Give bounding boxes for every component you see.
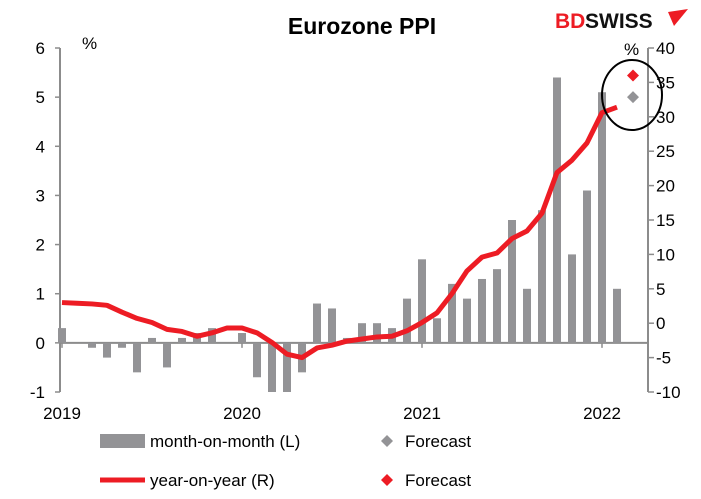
- right-tick-label: -10: [656, 383, 681, 402]
- mom-bar: [403, 298, 411, 343]
- mom-bar: [418, 259, 426, 343]
- mom-bar: [478, 278, 486, 343]
- mom-bar: [523, 288, 531, 343]
- x-tick-label: 2019: [43, 404, 81, 423]
- mom-bar: [598, 92, 606, 343]
- right-tick-label: 5: [656, 280, 665, 299]
- right-tick-label: 25: [656, 142, 675, 161]
- mom-bar: [358, 323, 366, 343]
- left-tick-label: 4: [36, 137, 45, 156]
- right-unit: %: [624, 40, 639, 59]
- mom-bar: [538, 210, 546, 343]
- mom-bar: [103, 342, 111, 358]
- mom-bar: [433, 318, 441, 343]
- mom-bar: [553, 77, 561, 343]
- left-tick-label: 2: [36, 236, 45, 255]
- legend-label-mom: month-on-month (L): [150, 432, 300, 451]
- yoy-line: [61, 104, 618, 361]
- mom-bar: [613, 288, 621, 343]
- mom-bar: [508, 220, 516, 343]
- right-tick-label: 10: [656, 245, 675, 264]
- left-unit: %: [82, 34, 97, 53]
- legend-forecast-grey-diamond-icon: [381, 435, 393, 447]
- yoy-forecast-diamond: [627, 69, 639, 82]
- left-tick-label: 3: [36, 186, 45, 205]
- x-tick-label: 2021: [403, 404, 441, 423]
- forecast-highlight-circle: [601, 59, 663, 131]
- mom-bar: [583, 190, 591, 343]
- logo-arrow-icon: [668, 9, 688, 26]
- legend-forecast-red-diamond-icon: [381, 474, 393, 486]
- logo-part-bd: BD: [555, 10, 585, 33]
- mom-bar: [178, 337, 186, 343]
- mom-bar: [448, 283, 456, 343]
- bdswiss-logo: BD SWISS: [555, 9, 688, 33]
- mom-bar: [568, 254, 576, 343]
- mom-bar: [148, 337, 156, 343]
- left-tick-label: 0: [36, 334, 45, 353]
- mom-bar: [118, 342, 126, 348]
- mom-bar: [163, 342, 171, 368]
- mom-bar: [238, 333, 246, 343]
- legend-label-yoy: year-on-year (R): [150, 471, 275, 490]
- right-tick-label: 40: [656, 39, 675, 58]
- right-tick-label: 0: [656, 314, 665, 333]
- right-tick-label: 15: [656, 211, 675, 230]
- mom-forecast-diamond: [627, 91, 639, 104]
- right-tick-label: 20: [656, 177, 675, 196]
- mom-bar: [328, 308, 336, 343]
- right-tick-label: 35: [656, 73, 675, 92]
- mom-bar: [133, 342, 141, 373]
- right-tick-label: -5: [656, 349, 671, 368]
- legend-swatch-mom: [100, 434, 145, 448]
- x-tick-label: 2022: [583, 404, 621, 423]
- chart-title: Eurozone PPI: [288, 13, 436, 39]
- mom-bar: [253, 342, 261, 378]
- mom-bar: [88, 342, 96, 348]
- left-tick-label: 5: [36, 88, 45, 107]
- right-tick-label: 30: [656, 108, 675, 127]
- legend-label-forecast-mom: Forecast: [405, 432, 471, 451]
- logo-part-swiss: SWISS: [585, 10, 653, 33]
- left-tick-label: 1: [36, 285, 45, 304]
- mom-bar: [373, 323, 381, 343]
- legend-label-forecast-yoy: Forecast: [405, 471, 471, 490]
- legend: month-on-month (L) Forecast year-on-year…: [100, 432, 471, 490]
- mom-bar: [283, 342, 291, 392]
- left-tick-label: 6: [36, 39, 45, 58]
- x-tick-label: 2020: [223, 404, 261, 423]
- mom-bar: [493, 269, 501, 343]
- mom-bar: [313, 303, 321, 343]
- mom-bar: [268, 342, 276, 392]
- left-tick-label: -1: [30, 383, 45, 402]
- mom-bar: [208, 328, 216, 343]
- mom-bar: [58, 328, 66, 343]
- mom-bar: [463, 298, 471, 343]
